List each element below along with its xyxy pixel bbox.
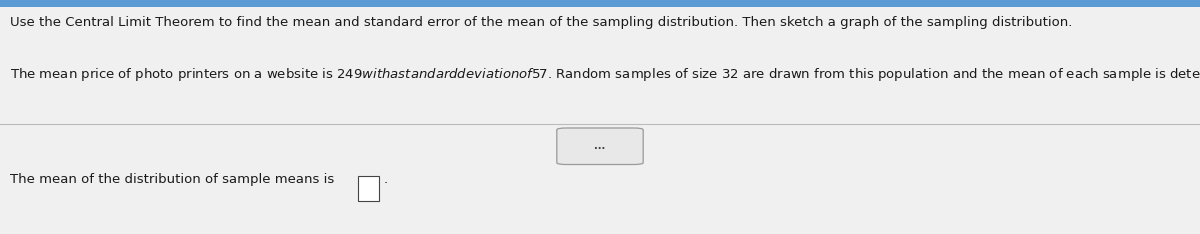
Text: The mean of the distribution of sample means is: The mean of the distribution of sample m…	[10, 173, 334, 186]
Text: ...: ...	[594, 141, 606, 151]
Text: .: .	[384, 173, 388, 186]
FancyBboxPatch shape	[358, 176, 379, 201]
Text: Use the Central Limit Theorem to find the mean and standard error of the mean of: Use the Central Limit Theorem to find th…	[10, 16, 1072, 29]
FancyBboxPatch shape	[557, 128, 643, 165]
Text: The mean price of photo printers on a website is $249 with a standard deviation : The mean price of photo printers on a we…	[10, 66, 1200, 83]
Bar	[0, 0, 1200, 7]
